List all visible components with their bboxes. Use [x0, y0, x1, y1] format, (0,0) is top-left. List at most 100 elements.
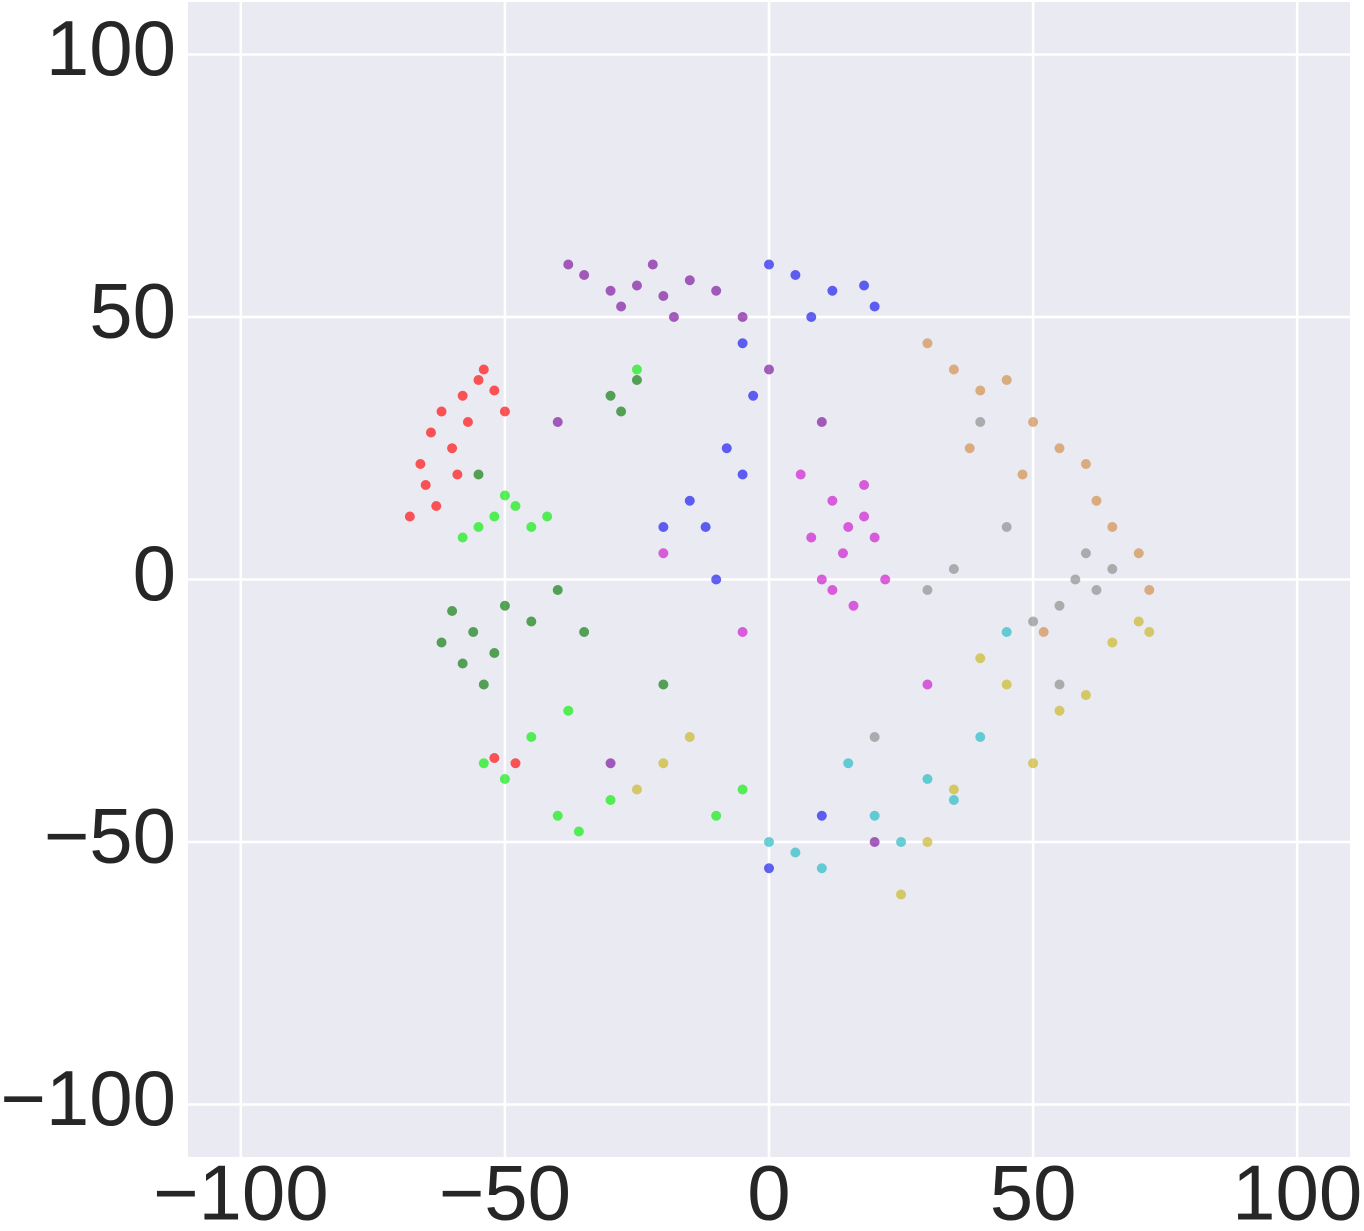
point [948, 364, 959, 375]
point [1107, 637, 1118, 648]
point [499, 600, 510, 611]
point [1028, 758, 1039, 769]
point [447, 443, 458, 454]
point [1091, 495, 1102, 506]
point [737, 338, 748, 349]
y-tick-label: 50 [89, 267, 176, 355]
point [869, 837, 880, 847]
point [631, 784, 642, 795]
point [816, 574, 827, 585]
point [552, 810, 563, 821]
y-tick-label: 0 [133, 529, 176, 617]
point [922, 585, 933, 595]
point [922, 338, 933, 349]
point [1144, 627, 1155, 637]
point [806, 312, 817, 322]
point [764, 364, 774, 375]
point [478, 679, 489, 690]
point [658, 758, 669, 769]
point [922, 837, 933, 847]
point [1070, 574, 1081, 585]
point [404, 511, 415, 522]
point [563, 259, 574, 270]
point [948, 564, 959, 574]
point [880, 574, 891, 585]
point [1001, 679, 1012, 690]
point [489, 511, 500, 522]
point [1144, 585, 1155, 595]
point [711, 285, 722, 296]
point [510, 758, 521, 769]
point [631, 280, 642, 291]
point [658, 291, 669, 301]
point [457, 532, 468, 543]
point [631, 375, 642, 385]
point [896, 837, 907, 847]
point [425, 427, 436, 438]
point [1017, 469, 1028, 480]
point [452, 469, 463, 480]
x-tick-label: 0 [747, 1149, 790, 1231]
point [816, 417, 827, 427]
point [700, 522, 711, 532]
point [684, 732, 695, 742]
point [764, 837, 774, 847]
point [795, 469, 806, 480]
point [848, 600, 859, 611]
point [436, 406, 447, 417]
point [605, 390, 616, 401]
point [542, 511, 553, 522]
point [552, 417, 563, 427]
point [764, 259, 774, 270]
point [457, 658, 468, 669]
point [1107, 522, 1118, 532]
point [1133, 548, 1144, 559]
point [489, 648, 500, 658]
point [1028, 417, 1039, 427]
point [436, 637, 447, 648]
point [431, 501, 442, 511]
point [605, 285, 616, 296]
point [1054, 600, 1065, 611]
point [859, 280, 870, 291]
point [843, 758, 854, 769]
point [806, 532, 817, 543]
point [478, 758, 489, 769]
point [1038, 627, 1049, 637]
point [843, 522, 854, 532]
point [827, 585, 838, 595]
point [605, 758, 616, 769]
point [658, 548, 669, 559]
point [552, 585, 563, 595]
point [605, 795, 616, 805]
point [510, 501, 521, 511]
point [468, 627, 479, 637]
point [737, 469, 748, 480]
point [1001, 627, 1012, 637]
point [473, 469, 484, 480]
point [1054, 705, 1065, 716]
point [499, 490, 510, 501]
point [1080, 548, 1091, 559]
point [526, 616, 537, 627]
point [790, 270, 801, 280]
point [647, 259, 658, 270]
point [816, 810, 827, 821]
point [816, 863, 827, 874]
point [737, 627, 748, 637]
point [684, 495, 695, 506]
point [457, 390, 468, 401]
point [616, 406, 627, 417]
point [658, 679, 669, 690]
point [420, 480, 431, 490]
x-tick-label: 100 [1232, 1149, 1362, 1231]
point [737, 784, 748, 795]
point [631, 364, 642, 375]
point [563, 705, 574, 716]
point [579, 270, 590, 280]
point [948, 784, 959, 795]
y-tick-label: −50 [44, 792, 176, 880]
point [1028, 616, 1039, 627]
point [447, 606, 458, 616]
